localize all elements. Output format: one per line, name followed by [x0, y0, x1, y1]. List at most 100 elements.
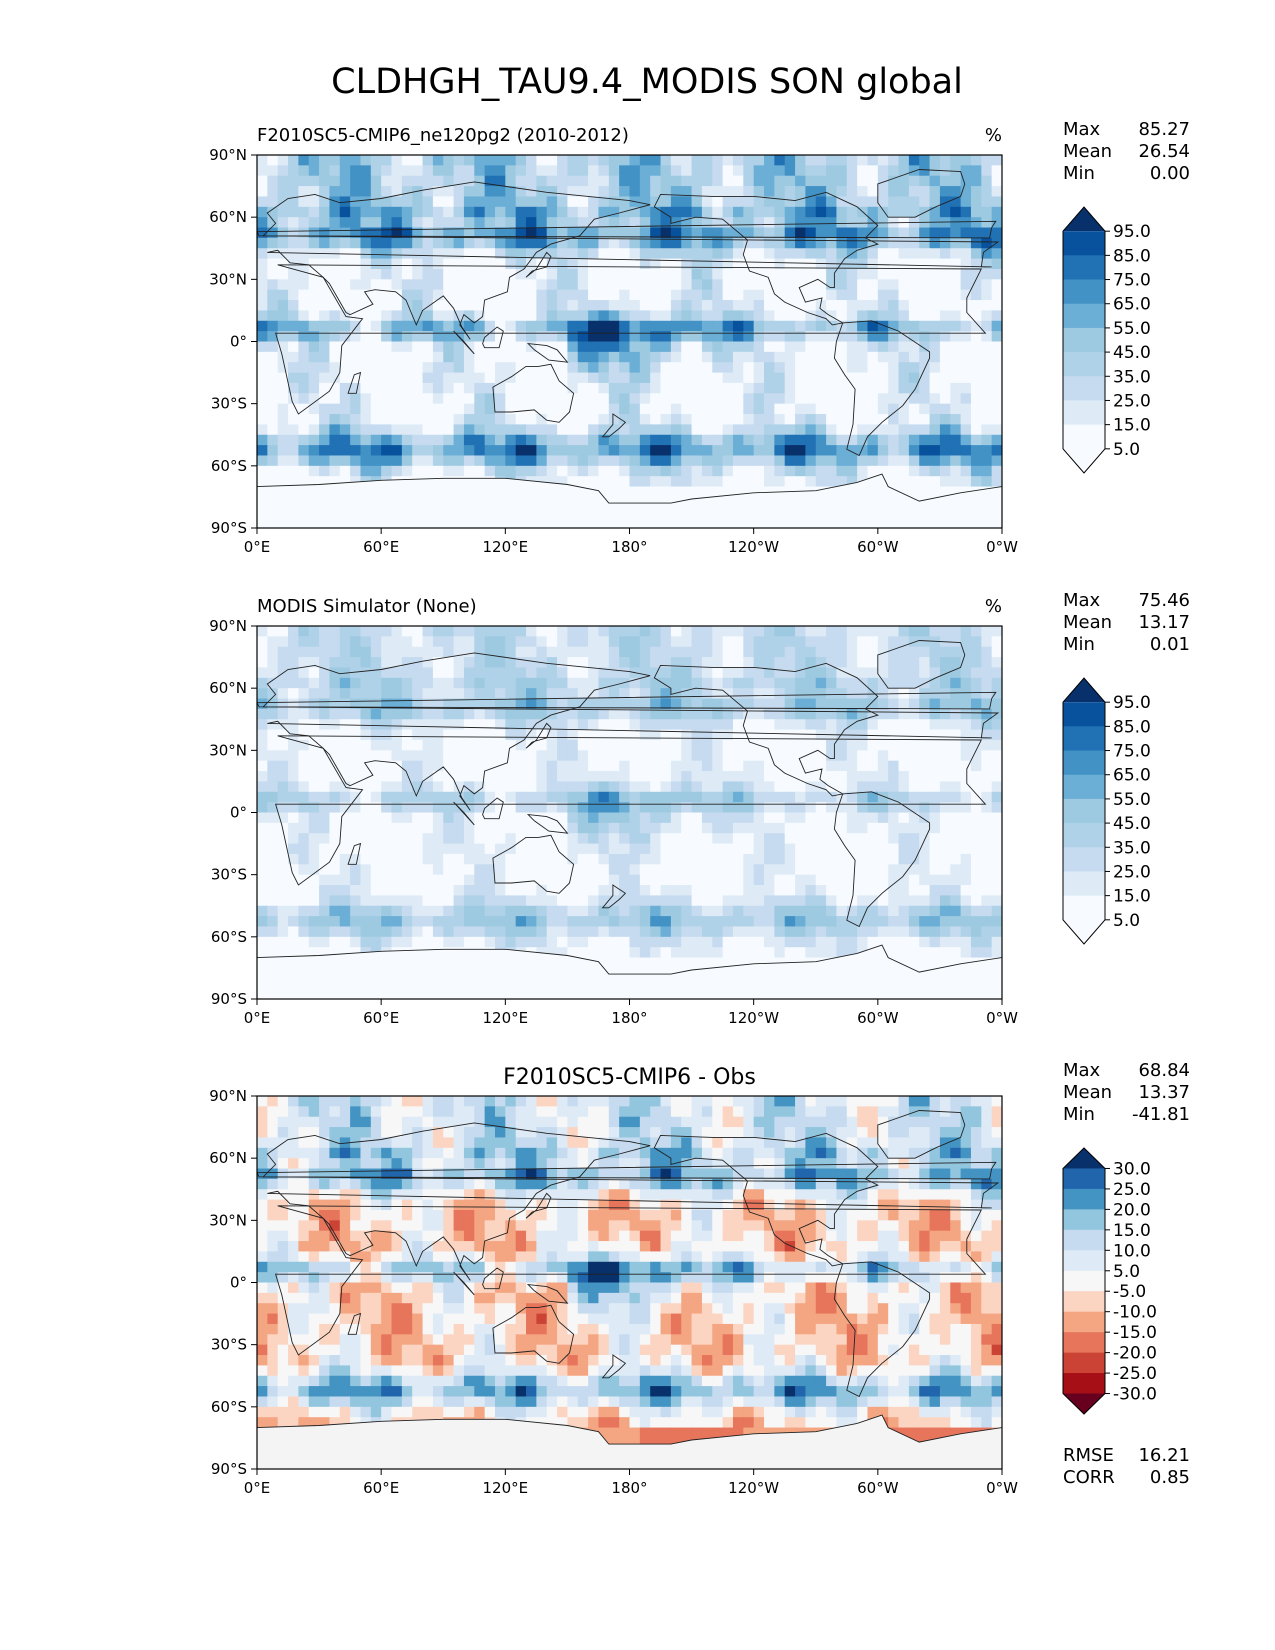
field-cell — [960, 926, 972, 938]
field-cell — [691, 895, 703, 907]
field-cell — [826, 227, 838, 239]
field-cell — [877, 237, 889, 249]
field-cell — [329, 833, 341, 845]
field-cell — [288, 351, 299, 363]
field-cell — [774, 812, 786, 824]
field-cell — [960, 947, 972, 959]
field-cell — [288, 926, 299, 938]
field-cell — [526, 688, 537, 700]
field-cell — [753, 750, 765, 762]
field-cell — [526, 905, 537, 917]
field-cell — [526, 248, 537, 260]
field-cell — [360, 739, 372, 751]
field-cell — [505, 895, 517, 907]
field-cell — [877, 279, 889, 291]
field-cell — [639, 895, 651, 907]
field-cell — [598, 414, 610, 425]
field-cell — [846, 864, 858, 876]
field-cell — [505, 196, 517, 208]
field-cell — [981, 248, 993, 260]
field-cell — [401, 289, 413, 301]
field-cell — [650, 372, 662, 384]
field-cell — [867, 698, 879, 710]
field-cell — [753, 362, 765, 374]
field-cell — [567, 289, 579, 301]
field-cell — [784, 885, 796, 896]
field-cell — [774, 372, 786, 384]
field-cell — [567, 833, 579, 845]
field-cell — [401, 186, 413, 198]
field-cell — [712, 455, 724, 467]
field-cell — [826, 947, 838, 959]
field-cell — [784, 268, 796, 280]
field-cell — [577, 626, 589, 637]
field-cell — [981, 331, 993, 343]
field-cell — [764, 196, 775, 208]
field-cell — [660, 905, 672, 917]
field-cell — [991, 688, 1002, 700]
field-cell — [567, 186, 579, 198]
field-cell — [743, 646, 755, 658]
field-cell — [619, 186, 631, 198]
field-cell — [764, 455, 775, 467]
field-cell — [350, 802, 362, 814]
field-cell — [453, 874, 465, 886]
field-cell — [505, 874, 517, 886]
field-cell — [453, 626, 465, 637]
field-cell — [494, 351, 506, 363]
field-cell — [422, 217, 434, 229]
field-cell — [981, 351, 993, 363]
field-cell — [877, 455, 889, 467]
field-cell — [526, 434, 537, 446]
field-cell — [681, 895, 693, 907]
field-cell — [432, 729, 444, 741]
field-cell — [629, 833, 641, 845]
field-cell — [546, 864, 558, 876]
field-cell — [557, 258, 569, 270]
field-cell — [826, 802, 838, 814]
field-cell — [867, 885, 879, 896]
field-cell — [919, 739, 931, 751]
field-cell — [877, 382, 889, 394]
field-cell — [764, 186, 775, 198]
field-cell — [929, 750, 941, 762]
field-cell — [474, 186, 486, 198]
field-cell — [412, 300, 424, 312]
field-cell — [381, 750, 393, 762]
field-cell — [753, 248, 765, 260]
field-cell — [515, 196, 527, 208]
field-cell — [929, 688, 941, 700]
field-cell — [453, 750, 465, 762]
field-cell — [888, 434, 900, 446]
field-cell — [619, 905, 631, 917]
field-cell — [784, 217, 796, 229]
field-cell — [329, 362, 341, 374]
field-cell — [877, 657, 889, 669]
field-cell — [908, 667, 920, 679]
field-cell — [443, 320, 455, 332]
field-cell — [391, 729, 403, 741]
field-cell — [929, 424, 941, 436]
field-cell — [329, 414, 341, 425]
field-cell — [877, 434, 889, 446]
field-cell — [546, 626, 558, 637]
field-cell — [898, 864, 910, 876]
field-cell — [308, 445, 320, 457]
field-cell — [743, 455, 755, 467]
field-cell — [277, 237, 289, 249]
field-cell — [319, 885, 331, 896]
field-cell — [598, 382, 610, 394]
field-cell — [753, 279, 765, 291]
field-cell — [805, 165, 817, 177]
field-cell — [422, 424, 434, 436]
field-cell — [826, 237, 838, 249]
field-cell — [908, 729, 920, 741]
field-cell — [412, 331, 424, 343]
field-cell — [577, 905, 589, 917]
field-cell — [743, 382, 755, 394]
field-cell — [432, 455, 444, 467]
field-cell — [443, 657, 455, 669]
field-cell — [639, 667, 651, 679]
field-cell — [608, 196, 620, 208]
field-cell — [898, 237, 910, 249]
